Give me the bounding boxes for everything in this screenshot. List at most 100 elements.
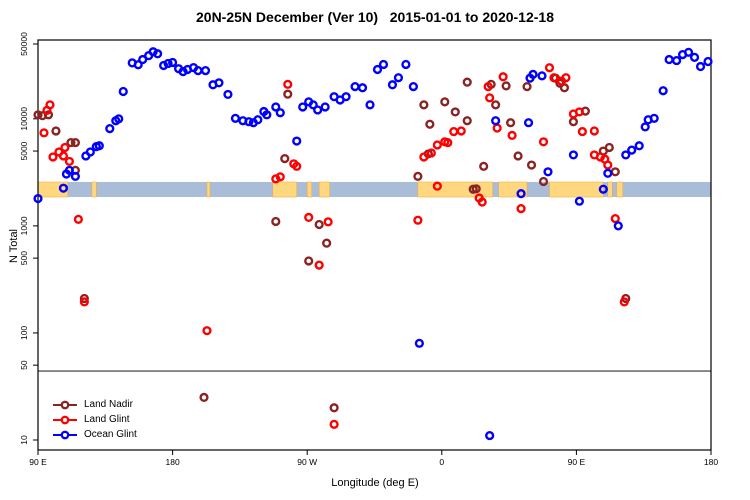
data-point [516,189,526,199]
data-point [202,326,212,336]
x-axis-label: Longitude (deg E) [331,477,419,489]
data-point [280,154,290,164]
data-point [304,256,314,266]
data-point [393,73,404,83]
data-point [627,145,637,155]
x-tick-label: 90 E [568,457,586,467]
map-band-land [607,181,613,198]
chart-title: 20N-25N December (Ver 10) 2015-01-01 to … [196,9,554,25]
data-point [271,102,281,112]
data-point [574,107,584,117]
data-point [70,171,80,181]
data-point [275,172,285,182]
data-point [664,54,674,65]
data-point [118,86,128,97]
data-point [79,293,89,304]
data-point [133,60,143,70]
y-tick-label: 100 [19,326,29,340]
data-point [432,140,442,150]
data-point [105,124,115,134]
data-point [603,160,613,170]
data-point [401,59,411,70]
data-point [477,197,487,207]
data-point [244,117,254,127]
data-point [408,81,418,92]
data-point [168,57,178,68]
data-point [275,108,285,118]
data-point [322,238,332,248]
data-point [73,214,83,224]
data-point [538,176,549,187]
data-point [200,66,211,76]
y-tick-label: 50000 [19,32,29,56]
map-band-land [91,181,97,198]
data-point [153,49,163,59]
legend-marker-icon [53,415,77,424]
data-point [271,216,281,227]
data-point [491,100,501,110]
data-point [522,81,532,92]
data-point [483,81,493,92]
data-point [589,126,599,136]
data-point [544,63,555,73]
data-point [456,126,466,136]
data-point [292,136,302,146]
x-tick-label: 0 [439,457,444,467]
data-point [329,403,339,413]
data-point [271,174,281,184]
data-point [58,183,69,193]
data-point [492,123,502,133]
y-tick-label: 50 [19,360,29,370]
map-band-land [272,181,297,198]
data-point [689,52,700,62]
data-point [292,161,302,171]
legend-label: Land Glint [84,414,130,425]
data-point [479,161,489,171]
data-point [449,126,459,137]
data-point [603,168,613,178]
data-point [658,86,668,96]
data-point [619,297,629,307]
data-point [193,66,203,76]
data-point [79,297,89,307]
data-point [313,105,323,115]
data-point [649,113,659,123]
data-point [64,156,75,167]
data-point [253,115,263,125]
data-point [48,152,58,162]
y-tick-label: 10000 [19,107,29,131]
legend-marker-icon [53,430,77,439]
data-point [450,107,460,117]
data-point [323,217,333,227]
data-point [462,116,472,126]
data-point [298,102,308,112]
data-point [538,137,549,147]
data-point [604,142,614,153]
data-point [516,204,526,214]
data-point [413,171,423,181]
data-point [507,130,517,141]
data-point [443,137,453,148]
data-point [610,167,620,177]
data-point [505,118,516,128]
data-point [501,81,511,91]
data-point [33,110,43,120]
data-point [66,137,76,148]
data-point [577,126,587,137]
data-point [308,100,318,110]
data-point [419,152,429,162]
data-point [60,142,70,153]
data-point [568,117,579,127]
y-tick-label: 10 [19,435,29,445]
data-point [365,100,375,110]
data-point [230,113,241,123]
data-point [419,100,429,110]
data-point [523,118,534,128]
data-point [43,110,54,120]
data-point [672,55,682,66]
data-point [372,64,383,75]
map-band-land [616,181,624,198]
data-point [561,73,571,83]
